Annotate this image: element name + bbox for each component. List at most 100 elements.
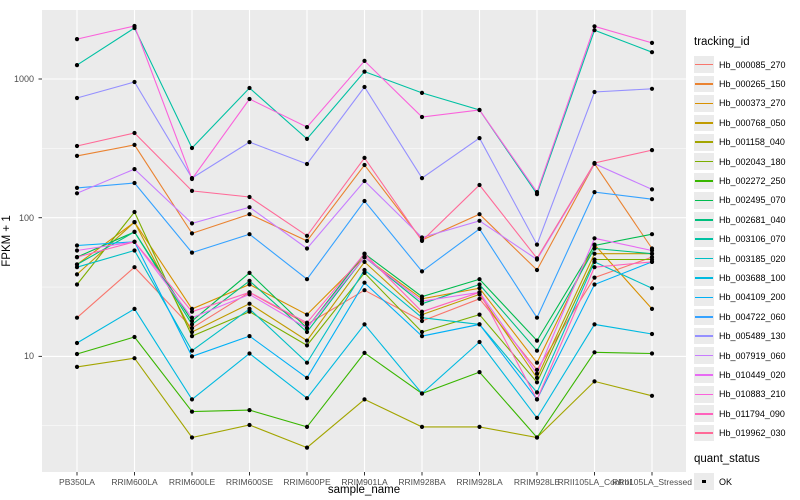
legend-item-label: Hb_002043_180 bbox=[719, 156, 786, 167]
data-point bbox=[592, 282, 597, 287]
legend-key-swatch bbox=[694, 405, 714, 422]
data-point bbox=[74, 265, 80, 270]
data-point bbox=[74, 272, 80, 277]
data-point bbox=[189, 315, 195, 320]
data-point bbox=[304, 343, 310, 348]
data-point bbox=[304, 326, 310, 331]
legend-key-swatch bbox=[694, 250, 714, 267]
x-axis-title: sample_name bbox=[327, 484, 401, 496]
data-point bbox=[74, 153, 80, 158]
data-point bbox=[362, 84, 367, 90]
data-point bbox=[362, 280, 367, 285]
data-point bbox=[592, 160, 597, 166]
data-point bbox=[362, 350, 367, 355]
data-point bbox=[649, 232, 655, 237]
data-point bbox=[247, 306, 252, 311]
legend-item-Hb_010449_020: Hb_010449_020 bbox=[694, 365, 798, 384]
data-point bbox=[132, 248, 137, 253]
legend-line-icon bbox=[695, 219, 713, 221]
data-point bbox=[247, 282, 252, 287]
data-point bbox=[534, 367, 540, 372]
legend-line-icon bbox=[695, 257, 713, 260]
data-point bbox=[247, 194, 252, 200]
legend-item-Hb_002495_070: Hb_002495_070 bbox=[694, 191, 798, 210]
legend-line-icon bbox=[695, 160, 713, 163]
legend-item-Hb_007919_060: Hb_007919_060 bbox=[694, 346, 798, 365]
legend-line-icon bbox=[695, 374, 713, 376]
data-point bbox=[419, 309, 425, 314]
legend-key-swatch bbox=[694, 172, 714, 190]
data-point bbox=[477, 339, 482, 345]
legend-line-icon bbox=[695, 238, 713, 240]
data-point bbox=[304, 338, 310, 343]
data-point bbox=[132, 220, 137, 225]
data-point bbox=[477, 322, 482, 327]
data-point bbox=[304, 329, 310, 335]
x-tick-label: RRII105LA_Stressed bbox=[612, 477, 692, 487]
legend-key-swatch bbox=[694, 308, 714, 326]
legend-item-label: Hb_000265_150 bbox=[719, 79, 786, 90]
data-point bbox=[419, 294, 425, 299]
data-point bbox=[189, 435, 195, 440]
data-point bbox=[649, 248, 655, 253]
legend-item-label: Hb_010449_020 bbox=[719, 369, 786, 380]
data-point bbox=[132, 79, 137, 85]
legend-key-swatch bbox=[694, 153, 714, 170]
legend-key-swatch bbox=[694, 424, 714, 442]
legend-line-icon bbox=[695, 315, 713, 318]
quant-status-legend-item: OK bbox=[694, 472, 798, 491]
data-point bbox=[304, 445, 310, 450]
data-point bbox=[132, 229, 137, 234]
data-point bbox=[419, 329, 425, 335]
legend-item-Hb_001158_040: Hb_001158_040 bbox=[694, 133, 798, 152]
legend-line-icon bbox=[695, 335, 713, 337]
data-point bbox=[534, 415, 540, 420]
x-tick-label: RRII105LA_Control bbox=[557, 477, 632, 487]
data-point bbox=[419, 238, 425, 243]
legend-item-Hb_000085_270: Hb_000085_270 bbox=[694, 55, 798, 74]
data-point bbox=[189, 231, 195, 236]
legend-item-label: Hb_011794_090 bbox=[719, 408, 785, 419]
data-point bbox=[592, 236, 597, 241]
data-point bbox=[132, 23, 137, 29]
x-tick-label: RRIM928BA bbox=[398, 477, 446, 487]
data-point bbox=[362, 397, 367, 402]
data-point bbox=[247, 270, 252, 275]
data-point bbox=[477, 277, 482, 282]
data-point bbox=[534, 242, 540, 247]
x-tick-label: RRIM600LE bbox=[168, 477, 216, 487]
legend-item-Hb_000265_150: Hb_000265_150 bbox=[694, 74, 798, 93]
x-tick-label: RRIM600LA bbox=[111, 477, 158, 487]
legend-key-swatch bbox=[694, 134, 714, 151]
legend-item-Hb_005489_130: Hb_005489_130 bbox=[694, 326, 798, 345]
data-point bbox=[592, 190, 597, 195]
data-point bbox=[649, 306, 655, 311]
data-point bbox=[132, 265, 137, 270]
data-point bbox=[74, 351, 80, 357]
x-tick-label: RRIM928LE bbox=[513, 477, 561, 487]
data-point bbox=[534, 190, 540, 195]
data-point bbox=[247, 351, 252, 356]
legend-key-swatch bbox=[694, 366, 714, 384]
data-point bbox=[74, 248, 80, 253]
data-point bbox=[74, 282, 80, 287]
data-point bbox=[189, 145, 195, 151]
data-point bbox=[304, 246, 310, 251]
legend-item-Hb_004109_200: Hb_004109_200 bbox=[694, 288, 798, 307]
data-point bbox=[649, 393, 655, 398]
data-point bbox=[362, 58, 367, 64]
data-point bbox=[477, 296, 482, 301]
data-point bbox=[592, 322, 597, 327]
data-point bbox=[132, 356, 137, 361]
data-point bbox=[649, 251, 655, 256]
legend-item-label: Hb_002272_250 bbox=[719, 176, 786, 187]
data-point bbox=[477, 370, 482, 375]
y-axis-title: FPKM + 1 bbox=[1, 215, 13, 267]
data-point bbox=[362, 251, 367, 256]
data-point bbox=[74, 37, 80, 42]
data-point bbox=[132, 130, 137, 136]
data-point bbox=[189, 329, 195, 335]
data-point bbox=[247, 232, 252, 237]
data-point bbox=[534, 256, 540, 261]
